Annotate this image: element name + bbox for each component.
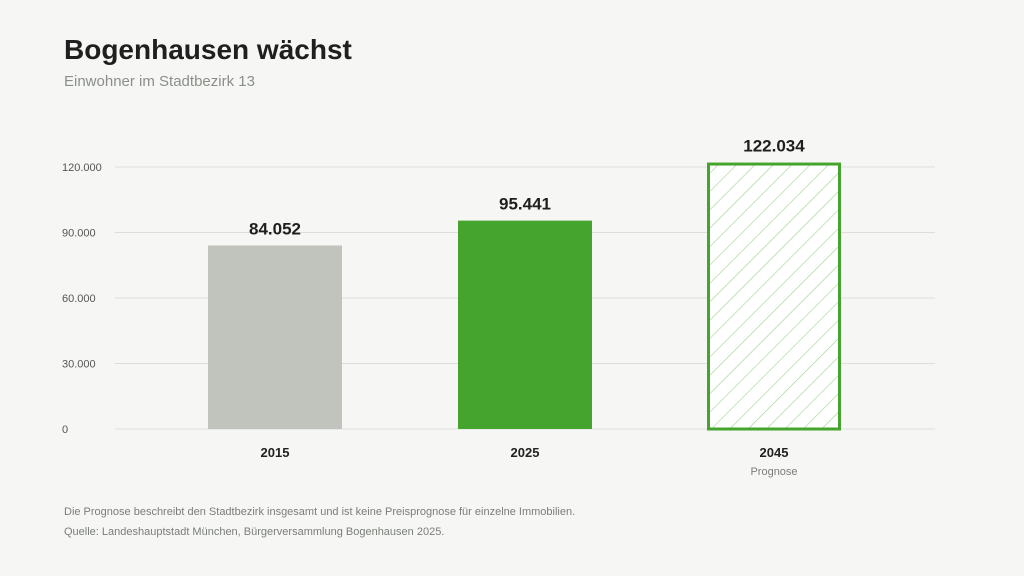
y-axis-ticks: 0 30.000 60.000 90.000 120.000 [62, 162, 102, 436]
x-axis-ticks: 2015 2025 2045 Prognose [261, 445, 798, 478]
value-labels: 84.052 95.441 122.034 [249, 137, 805, 239]
footnote-source: Quelle: Landeshauptstadt München, Bürger… [64, 526, 445, 538]
bars [208, 162, 841, 431]
y-tick-label: 90.000 [62, 228, 96, 240]
x-tick-label: 2015 [261, 445, 290, 460]
bar-2015 [208, 245, 342, 429]
value-label: 122.034 [743, 137, 805, 156]
y-tick-label: 30.000 [62, 359, 96, 371]
x-tick-label: 2045 [760, 445, 789, 460]
footnote-disclaimer: Die Prognose beschreibt den Stadtbezirk … [64, 506, 576, 518]
y-tick-label: 120.000 [62, 162, 102, 174]
chart-subtitle: Einwohner im Stadtbezirk 13 [64, 73, 255, 90]
y-tick-label: 0 [62, 424, 68, 436]
x-tick-label: 2025 [511, 445, 540, 460]
chart-title: Bogenhausen wächst [64, 34, 352, 65]
value-label: 95.441 [499, 195, 551, 214]
bar-2025 [458, 220, 592, 429]
x-tick-sublabel: Prognose [750, 466, 797, 478]
y-tick-label: 60.000 [62, 293, 96, 305]
value-label: 84.052 [249, 219, 301, 238]
bar-2045-forecast [707, 162, 841, 431]
